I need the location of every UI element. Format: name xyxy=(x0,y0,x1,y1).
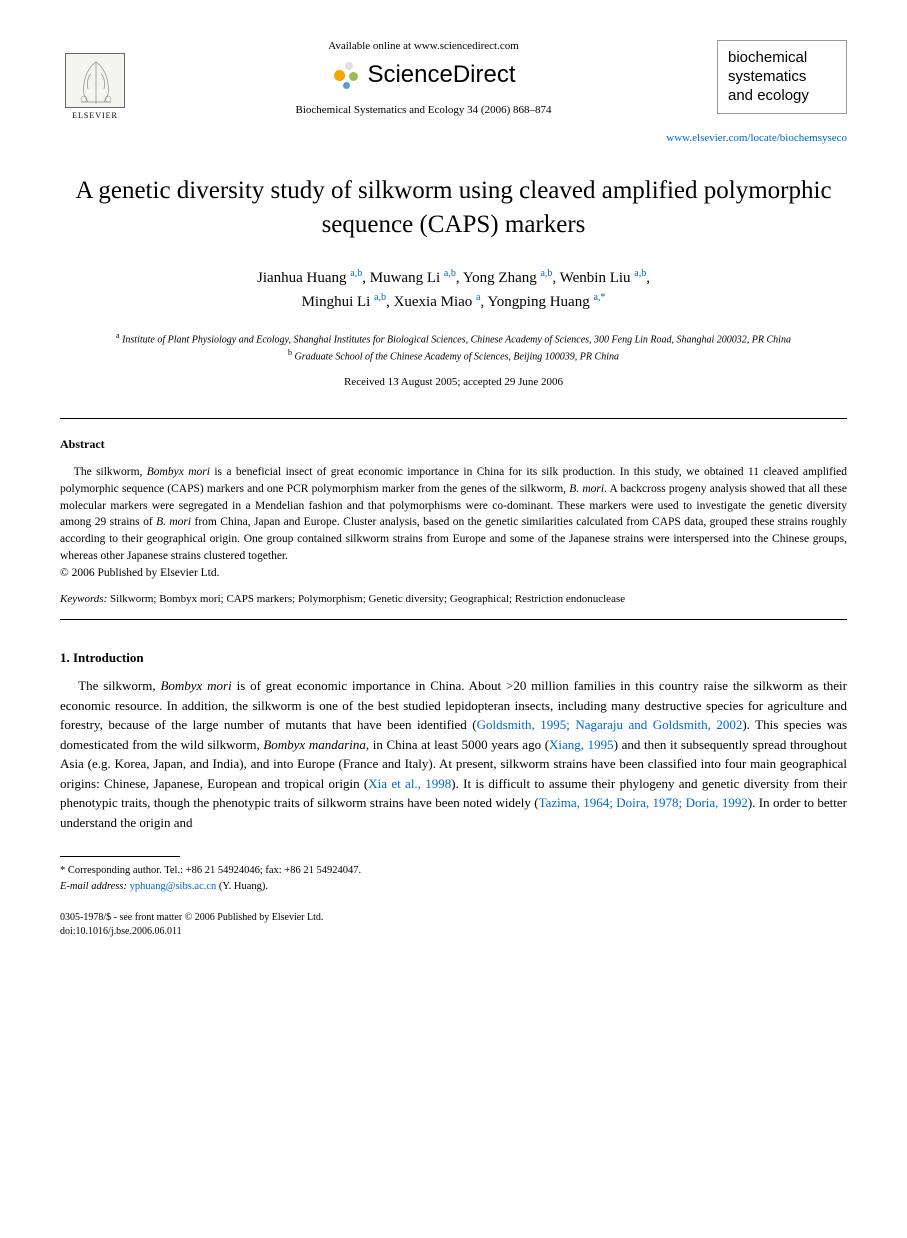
author: Minghui Li a,b xyxy=(302,294,386,310)
keywords: Keywords: Silkworm; Bombyx mori; CAPS ma… xyxy=(60,593,847,605)
affiliation: b Graduate School of the Chinese Academy… xyxy=(60,347,847,364)
journal-box-line: biochemical xyxy=(728,49,836,68)
author: Yongping Huang a,* xyxy=(487,294,605,310)
journal-url[interactable]: www.elsevier.com/locate/biochemsyseco xyxy=(60,132,847,144)
citation-link[interactable]: Xiang, 1995 xyxy=(549,737,614,752)
footnote-divider xyxy=(60,856,180,857)
article-title: A genetic diversity study of silkworm us… xyxy=(60,174,847,242)
divider xyxy=(60,619,847,620)
author: Jianhua Huang a,b xyxy=(257,270,362,286)
citation-link[interactable]: Goldsmith, 1995; Nagaraju and Goldsmith,… xyxy=(477,717,743,732)
author: Muwang Li a,b xyxy=(370,270,456,286)
journal-reference: Biochemical Systematics and Ecology 34 (… xyxy=(150,104,697,116)
journal-title-box: biochemical systematics and ecology xyxy=(717,40,847,114)
introduction-paragraph: The silkworm, Bombyx mori is of great ec… xyxy=(60,676,847,832)
introduction-heading: 1. Introduction xyxy=(60,650,847,666)
sciencedirect-text: ScienceDirect xyxy=(367,61,515,89)
journal-box-line: and ecology xyxy=(728,87,836,106)
citation-link[interactable]: Xia et al., 1998 xyxy=(368,776,451,791)
elsevier-tree-icon xyxy=(65,53,125,108)
article-dates: Received 13 August 2005; accepted 29 Jun… xyxy=(60,376,847,388)
header-row: ELSEVIER Available online at www.science… xyxy=(60,40,847,120)
keywords-label: Keywords: xyxy=(60,593,107,605)
center-header: Available online at www.sciencedirect.co… xyxy=(130,40,717,116)
authors-list: Jianhua Huang a,b, Muwang Li a,b, Yong Z… xyxy=(60,266,847,314)
available-online-text: Available online at www.sciencedirect.co… xyxy=(150,40,697,52)
corresponding-author: * Corresponding author. Tel.: +86 21 549… xyxy=(60,863,847,895)
affiliation: a Institute of Plant Physiology and Ecol… xyxy=(60,330,847,347)
author: Xuexia Miao a xyxy=(394,294,481,310)
author: Yong Zhang a,b xyxy=(463,270,553,286)
divider xyxy=(60,418,847,419)
author: Wenbin Liu a,b xyxy=(560,270,647,286)
footer-info: 0305-1978/$ - see front matter © 2006 Pu… xyxy=(60,911,847,939)
sciencedirect-icon xyxy=(331,60,361,90)
sciencedirect-logo: ScienceDirect xyxy=(150,60,697,90)
elsevier-logo: ELSEVIER xyxy=(60,40,130,120)
abstract-text: The silkworm, Bombyx mori is a beneficia… xyxy=(60,464,847,564)
issn-line: 0305-1978/$ - see front matter © 2006 Pu… xyxy=(60,911,847,925)
journal-box-line: systematics xyxy=(728,68,836,87)
affiliations: a Institute of Plant Physiology and Ecol… xyxy=(60,330,847,365)
copyright-text: © 2006 Published by Elsevier Ltd. xyxy=(60,567,847,579)
abstract-heading: Abstract xyxy=(60,437,847,452)
doi-line: doi:10.1016/j.bse.2006.06.011 xyxy=(60,925,847,939)
citation-link[interactable]: Tazima, 1964; Doira, 1978; Doria, 1992 xyxy=(539,795,748,810)
email-label: E-mail address: xyxy=(60,881,127,892)
email-link[interactable]: yphuang@sibs.ac.cn xyxy=(127,881,216,892)
elsevier-label: ELSEVIER xyxy=(72,111,118,120)
